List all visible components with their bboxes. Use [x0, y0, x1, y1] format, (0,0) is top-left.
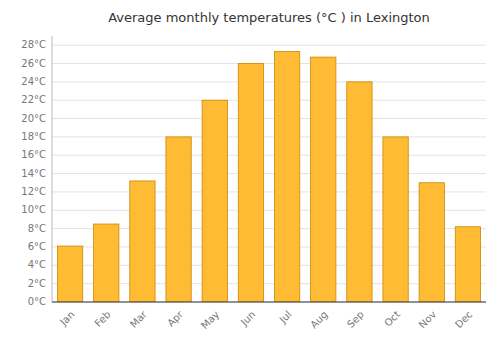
bar: [383, 137, 408, 302]
grid-line: [52, 100, 486, 101]
grid-line: [52, 136, 486, 137]
bar: [455, 227, 480, 302]
y-axis-line: [52, 36, 53, 302]
chart-container: 0°C 2°C 4°C 6°C 8°C 10°C 12°C 14°C 16°C 18°C 20°C 2…: [0, 0, 500, 350]
y-tick-label: 26°C: [21, 58, 46, 69]
grid-line: [52, 45, 486, 46]
bar: [274, 52, 299, 302]
bars: [57, 52, 480, 302]
y-tick-label: 8°C: [28, 223, 46, 234]
x-tick-label: Dec: [453, 309, 474, 330]
y-tick-label: 16°C: [21, 149, 46, 160]
y-tick-label: 10°C: [21, 204, 46, 215]
bar: [238, 64, 263, 302]
x-tick-label: Sep: [345, 309, 366, 330]
y-ticks: 0°C 2°C 4°C 6°C 8°C 10°C 12°C 14°C 16°C 18°C 20°C 2…: [21, 39, 46, 307]
x-tick-label: Mar: [128, 308, 150, 330]
grid-line: [52, 118, 486, 119]
x-tick-label: Jan: [57, 309, 76, 328]
y-tick-label: 24°C: [21, 76, 46, 87]
x-tick-label: Oct: [382, 309, 402, 329]
y-tick-label: 6°C: [28, 241, 46, 252]
grid-line: [52, 302, 486, 303]
x-tick-label: Jul: [277, 309, 294, 326]
grid-line: [52, 173, 486, 174]
y-tick-label: 4°C: [28, 259, 46, 270]
y-grid: [52, 45, 486, 302]
bar: [94, 224, 119, 302]
chart-title: Average monthly temperatures (°C ) in Le…: [108, 10, 430, 25]
x-tick-label: May: [199, 309, 221, 331]
bar: [57, 246, 82, 302]
chart-svg: 0°C 2°C 4°C 6°C 8°C 10°C 12°C 14°C 16°C 18°C 20°C 2…: [0, 0, 500, 350]
bar: [130, 181, 155, 302]
bar: [202, 100, 227, 302]
y-tick-label: 18°C: [21, 131, 46, 142]
y-tick-label: 28°C: [21, 39, 46, 50]
y-tick-label: 0°C: [28, 296, 46, 307]
x-tick-label: Aug: [308, 309, 330, 331]
grid-line: [52, 63, 486, 64]
page: {"chart_data": {"type": "bar", "title": …: [0, 0, 500, 350]
grid-line: [52, 155, 486, 156]
y-tick-label: 12°C: [21, 186, 46, 197]
x-tick-label: Jun: [238, 309, 258, 329]
x-tick-label: Nov: [417, 309, 439, 331]
x-ticks: Jan Feb Mar Apr May Jun Jul Aug Sep Oct Nov Dec: [57, 308, 474, 331]
bar: [166, 137, 191, 302]
bar: [419, 183, 444, 302]
x-axis-line: [52, 302, 486, 303]
y-tick-label: 2°C: [28, 278, 46, 289]
y-tick-label: 14°C: [21, 168, 46, 179]
x-tick-label: Feb: [92, 309, 112, 329]
x-tick-label: Apr: [165, 308, 186, 329]
bar: [347, 82, 372, 302]
y-tick-label: 22°C: [21, 94, 46, 105]
grid-line: [52, 81, 486, 82]
bar: [311, 57, 336, 302]
y-tick-label: 20°C: [21, 113, 46, 124]
